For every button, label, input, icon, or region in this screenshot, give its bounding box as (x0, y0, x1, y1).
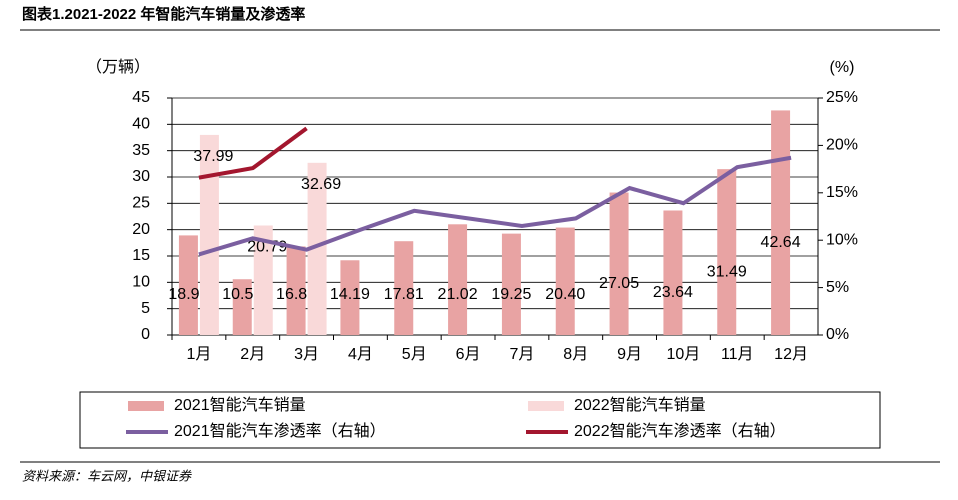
bar (253, 225, 273, 335)
bar (394, 241, 414, 335)
x-tick-label: 11月 (721, 346, 754, 363)
x-tick-label: 6月 (456, 346, 481, 363)
bar (307, 162, 327, 335)
x-tick-label: 7月 (509, 346, 534, 363)
y-tick-label: 35 (132, 142, 150, 159)
bar (717, 169, 737, 335)
line-series (198, 155, 792, 257)
x-tick-label: 1月 (186, 346, 211, 363)
bar (555, 227, 575, 335)
bar (501, 233, 521, 335)
data-label: 31.49 (707, 263, 747, 280)
legend-label: 2022智能汽车销量 (574, 396, 706, 414)
data-label: 14.19 (330, 286, 370, 303)
data-label: 27.05 (599, 275, 639, 292)
bar (663, 210, 683, 335)
data-label: 10.59 (222, 286, 262, 303)
bar (771, 110, 791, 335)
x-tick-label: 8月 (563, 346, 588, 363)
y2-axis-label: (%) (830, 59, 855, 76)
bar (609, 192, 629, 335)
data-label: 37.99 (193, 148, 233, 165)
legend-swatch (128, 401, 164, 411)
y2-tick-label: 25% (826, 89, 858, 106)
bar (178, 235, 198, 335)
data-label: 17.81 (384, 286, 424, 303)
data-label: 19.25 (491, 286, 531, 303)
y-tick-label: 30 (132, 168, 150, 185)
data-label: 16.82 (276, 286, 316, 303)
y-tick-label: 15 (132, 247, 150, 264)
data-label: 18.91 (168, 286, 208, 303)
data-label: 20.40 (545, 286, 585, 303)
legend-box (79, 391, 881, 449)
x-tick-label: 2月 (240, 346, 265, 363)
data-label: 42.64 (761, 234, 801, 251)
y-tick-label: 5 (141, 300, 150, 317)
bar (286, 246, 306, 335)
x-tick-label: 5月 (402, 346, 427, 363)
bar (199, 134, 219, 335)
y2-tick-label: 10% (826, 231, 858, 248)
y2-tick-label: 15% (826, 184, 858, 201)
y-tick-label: 10 (132, 274, 150, 291)
data-label: 21.02 (438, 286, 478, 303)
x-tick-label: 4月 (348, 346, 373, 363)
y-axis-label: （万辆） (86, 58, 150, 76)
chart-title: 图表1.2021-2022 年智能汽车销量及渗透率 (22, 5, 305, 23)
legend-label: 2022智能汽车渗透率（右轴） (574, 422, 786, 440)
data-label: 32.69 (301, 176, 341, 193)
legend-label: 2021智能汽车销量 (174, 396, 306, 414)
y-tick-label: 20 (132, 221, 150, 238)
y2-tick-label: 5% (826, 279, 849, 296)
x-tick-label: 3月 (294, 346, 319, 363)
x-tick-label: 12月 (774, 346, 808, 363)
x-tick-label: 9月 (617, 346, 642, 363)
data-label: 23.64 (653, 284, 693, 301)
source-note: 资料来源：车云网，中银证券 (22, 468, 192, 483)
line-series (198, 126, 308, 180)
x-tick-label: 10月 (667, 346, 701, 363)
y-tick-label: 25 (132, 195, 150, 212)
y-tick-label: 45 (132, 89, 150, 106)
y-tick-label: 40 (132, 116, 150, 133)
y2-tick-label: 0% (826, 326, 849, 343)
bar (232, 279, 252, 335)
y2-tick-label: 20% (826, 137, 858, 154)
y-tick-label: 0 (141, 326, 150, 343)
legend-swatch (528, 401, 564, 411)
bar (340, 260, 360, 335)
bar (448, 224, 468, 335)
legend-label: 2021智能汽车渗透率（右轴） (174, 422, 386, 440)
